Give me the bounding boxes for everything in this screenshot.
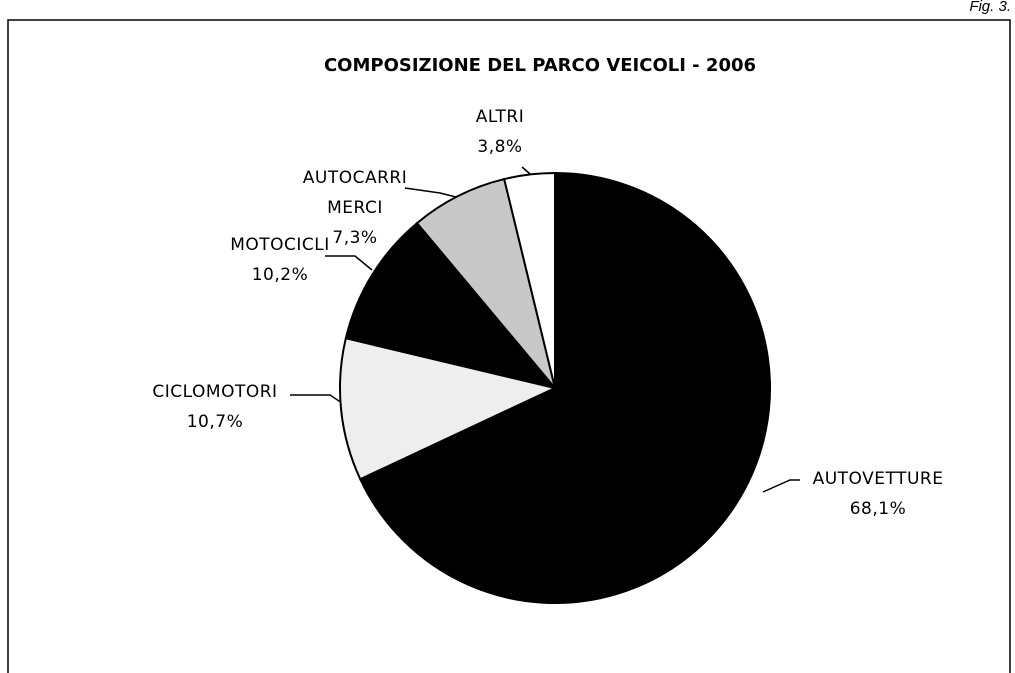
category-label: AUTOVETTURE — [812, 469, 944, 489]
pie-slice — [358, 171, 771, 604]
frame — [7, 19, 1011, 673]
slice-label: MOTOCICLI 10,2% — [180, 230, 380, 290]
value-label: 10,2% — [251, 265, 309, 285]
slice-label: ALTRI 3,8% — [450, 102, 550, 162]
pie-slice — [339, 336, 559, 481]
value-label: 68,1% — [849, 499, 907, 519]
slice-label: AUTOVETTURE 68,1% — [778, 464, 978, 524]
value-label: 3,8% — [477, 137, 523, 157]
category-label: ALTRI — [475, 107, 525, 127]
leader-line — [325, 255, 373, 271]
leader-lines — [290, 166, 800, 493]
figure-caption: Fig. 3. — [969, 0, 1011, 15]
pie-slice — [502, 171, 556, 389]
value-label: 7,3% — [332, 228, 378, 248]
category-label: CICLOMOTORI — [152, 382, 278, 402]
chart-title: COMPOSIZIONE DEL PARCO VEICOLI - 2006 — [323, 55, 757, 76]
leader-line — [762, 479, 800, 493]
category-label: MOTOCICLI — [230, 235, 330, 255]
slice-label: CICLOMOTORI 10,7% — [115, 377, 315, 437]
category-label: AUTOCARRI MERCI — [302, 168, 408, 218]
pie-slice — [415, 177, 556, 389]
slice-label: AUTOCARRI MERCI 7,3% — [300, 163, 410, 253]
pie-slice — [344, 221, 558, 390]
leader-line — [404, 187, 461, 199]
value-label: 10,7% — [186, 412, 244, 432]
